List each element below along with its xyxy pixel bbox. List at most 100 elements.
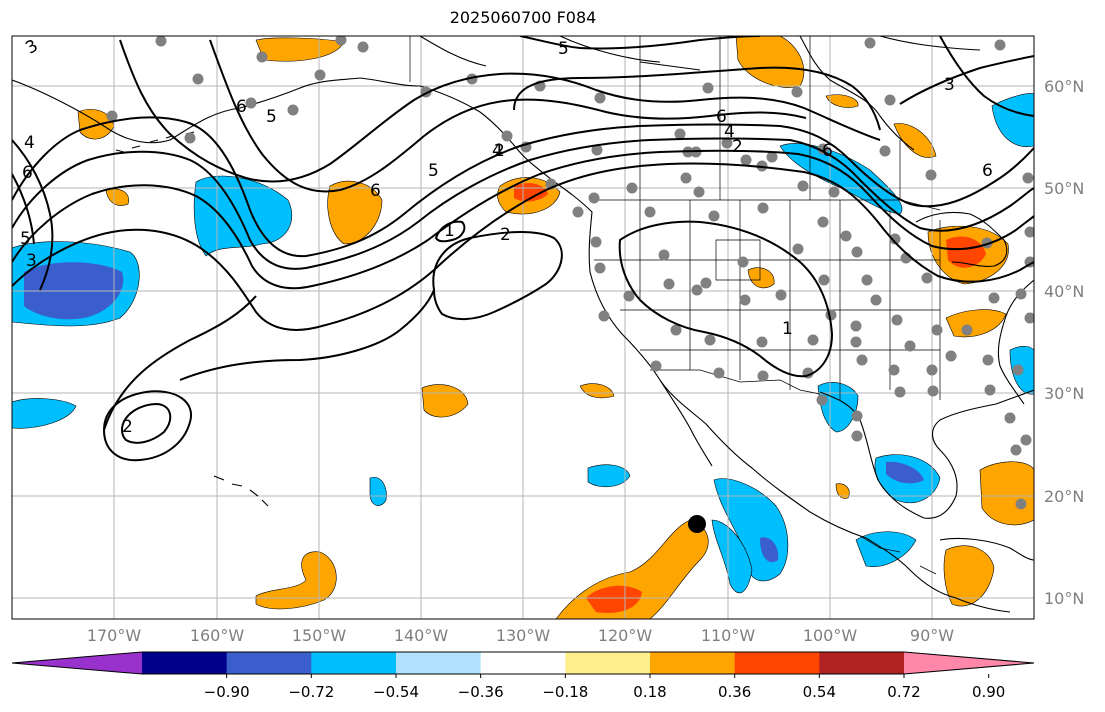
contour-3-east (939, 36, 1034, 117)
contour-label: 2 (122, 417, 133, 437)
colorbar-segment (480, 652, 566, 674)
anomaly-blue-offshore (711, 519, 753, 594)
colorbar-segment (819, 652, 905, 674)
colorbar-segment (226, 652, 312, 674)
coast-gulfmex (819, 389, 1034, 519)
lon-label: 130°W (495, 626, 551, 645)
colorbar-tick-label: 0.72 (887, 683, 921, 701)
plot-frame (11, 35, 1035, 620)
contours (12, 36, 1034, 462)
anomaly-red-east (946, 236, 986, 268)
lat-label: 10°N (1044, 589, 1085, 608)
coast-greatlakes (915, 211, 1008, 267)
lon-label: 160°W (189, 626, 245, 645)
lat-label: 40°N (1044, 282, 1085, 301)
anomaly-blue-small1 (12, 398, 77, 429)
colorbar-segment (311, 652, 397, 674)
coast-arctic (419, 36, 981, 71)
anomaly-blue-small3 (369, 477, 387, 506)
colorbar-segment (565, 652, 651, 674)
coast-aleutians (115, 131, 195, 153)
lon-label: 100°W (802, 626, 858, 645)
anomaly-darkblue-mex (760, 537, 779, 563)
lon-label: 150°W (291, 626, 347, 645)
anomaly-orange-small11 (825, 94, 859, 108)
contour-low-pacific (102, 390, 193, 462)
anomaly-orange-small12 (835, 483, 850, 499)
colorbar (11, 651, 1035, 678)
contour-label: 2 (500, 225, 511, 245)
colorbar-tick-label: −0.36 (457, 683, 504, 701)
contour-label: 6 (22, 163, 33, 183)
anomaly-orange-5 (105, 188, 129, 206)
contour-labels: 3 4 6 5 3 6 5 6 4 2 5 6 2 1 2 1 2 5 4 6 … (20, 36, 993, 437)
anomaly-orange-sw (943, 545, 995, 607)
contour-1-sw (618, 220, 834, 378)
contour-2-sw (103, 289, 435, 431)
lat-label: 30°N (1044, 384, 1085, 403)
contour-c (12, 149, 1034, 290)
coast-baja (659, 379, 713, 467)
lon-label: 170°W (86, 626, 142, 645)
lat-label: 20°N (1044, 487, 1085, 506)
contour-label: 2 (494, 141, 505, 161)
colorbar-tick-label: 0.54 (802, 683, 837, 701)
border-us-mexico (650, 369, 821, 395)
contour-label: 4 (724, 122, 735, 142)
contour-6-east (899, 55, 1034, 105)
colorbar-segment (396, 652, 482, 674)
contour-label: 5 (20, 229, 31, 249)
contour-label: 1 (782, 319, 793, 339)
lon-label: 120°W (597, 626, 653, 645)
contour-a (12, 116, 1034, 258)
contour-label: 4 (492, 141, 503, 161)
contour-label: 6 (716, 107, 727, 127)
anomaly-red-9 (586, 585, 642, 614)
colorbar-tick-label: 0.36 (717, 683, 752, 701)
contour-label: 6 (982, 161, 993, 181)
contour-label: 5 (558, 39, 569, 59)
colorbar-outline (11, 651, 1035, 675)
border-central-america (859, 535, 937, 575)
colorbar-tick-label: 0.90 (971, 683, 1006, 701)
contour-label: 5 (428, 161, 439, 181)
contour-5-north (519, 36, 761, 50)
coast-pacific-na (551, 179, 1011, 613)
contour-2-trough (432, 230, 563, 320)
contour-label: 6 (822, 141, 833, 161)
contour-label: 5 (266, 107, 277, 127)
anomaly-orange-ohio (945, 309, 1007, 338)
anomaly-orange-7 (579, 383, 615, 399)
contour-5-loop (513, 66, 881, 131)
lon-label: 110°W (700, 626, 756, 645)
anomaly-darkblue-yucatan (886, 461, 924, 484)
border-states (594, 200, 941, 400)
colorbar-tick-label: 0.18 (633, 683, 667, 701)
contour-label: 2 (732, 137, 743, 157)
contour-label: 3 (26, 251, 37, 271)
lat-label: 50°N (1044, 179, 1085, 198)
anomaly-orange-8 (255, 551, 337, 610)
contour-low-inner (120, 402, 172, 444)
coast-hudson (799, 36, 915, 151)
contour-d (12, 162, 1034, 331)
map-title: 2025060700 F084 (449, 8, 597, 27)
anomaly-blue-small2 (587, 464, 631, 488)
colorbar-tick-label: −0.72 (288, 683, 335, 701)
colorbar-segment (142, 652, 228, 674)
lat-label: 60°N (1044, 77, 1085, 96)
contour-jet-core (119, 39, 881, 183)
coastlines (12, 36, 1034, 613)
contour-label: 4 (24, 133, 35, 153)
station-markers (106, 36, 1034, 510)
colorbar-tick-label: −0.18 (542, 683, 589, 701)
contour-label: 6 (370, 181, 381, 201)
plot-area: 3 4 6 5 3 6 5 6 4 2 5 6 2 1 2 1 2 5 4 6 … (12, 36, 1034, 619)
contour-b (12, 137, 1034, 270)
anomaly-orange-small10 (747, 267, 775, 289)
contour-label: 1 (444, 221, 455, 241)
anomaly-orange-atl (979, 461, 1034, 526)
contour-1-loop (434, 220, 466, 243)
colorbar-extend-low (12, 652, 142, 674)
